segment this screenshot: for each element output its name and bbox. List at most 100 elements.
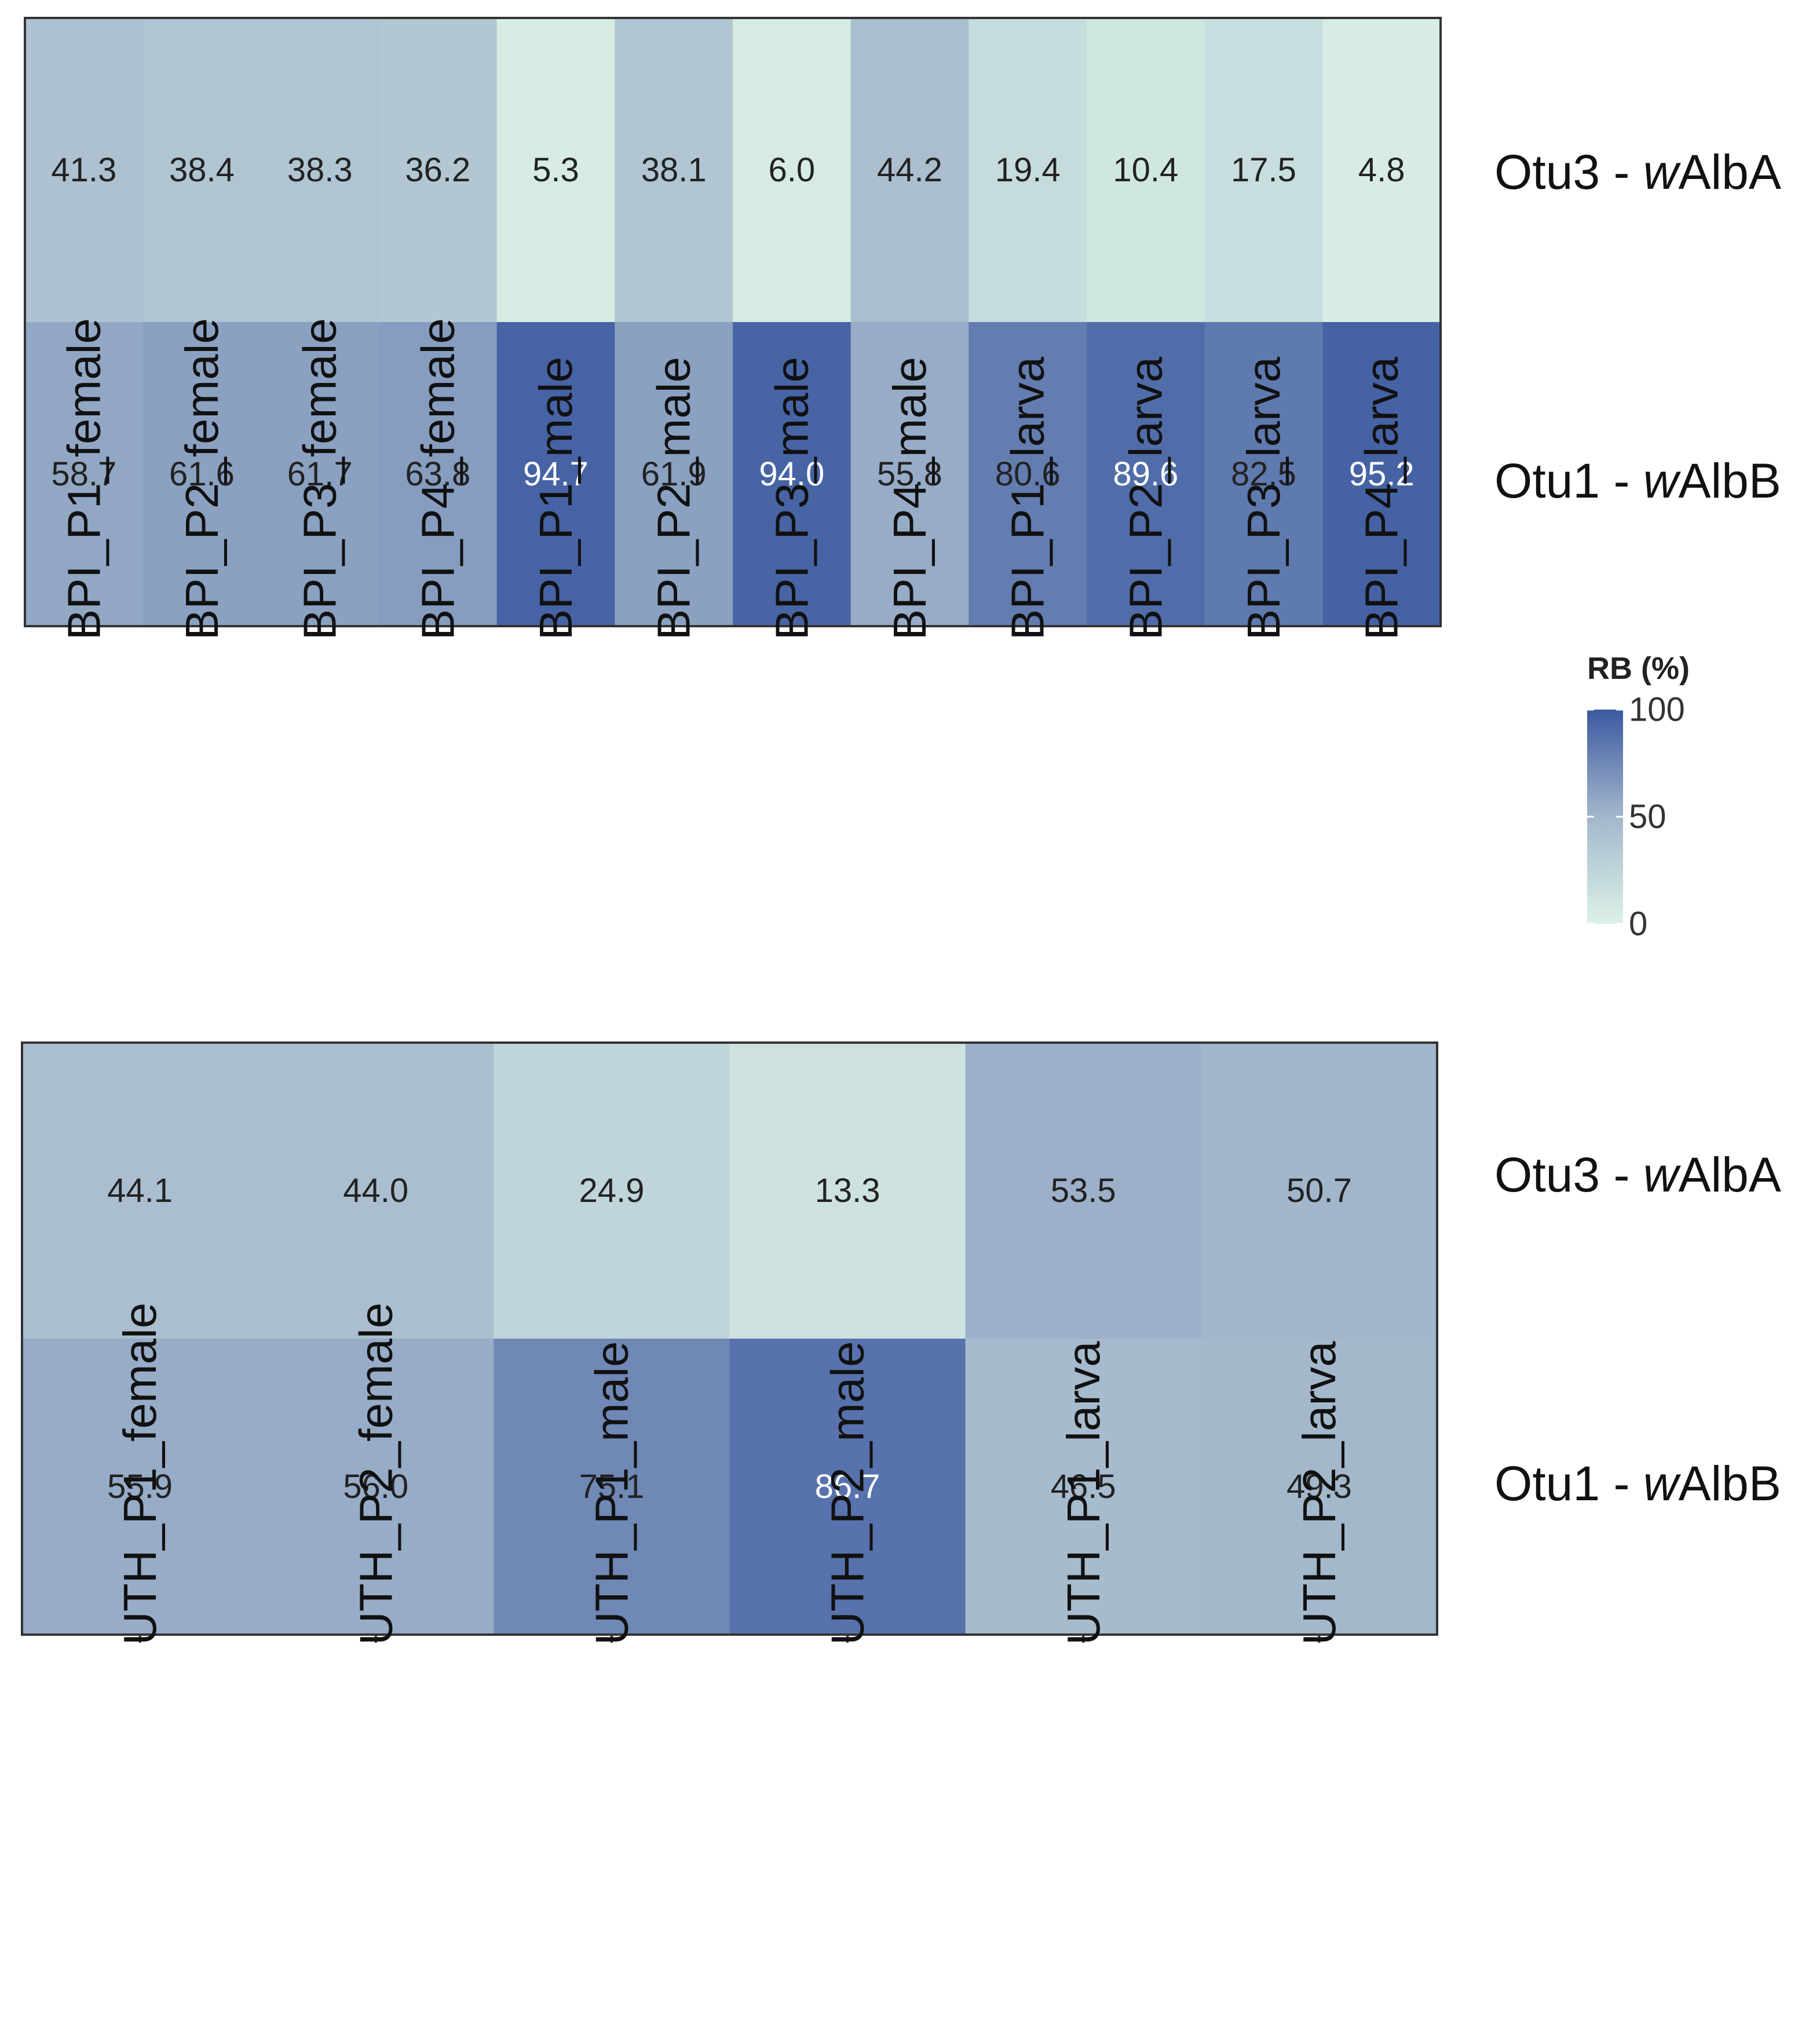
legend-title: RB (%) [1587,651,1690,686]
cell-value-label: 89.6 [1113,455,1178,493]
heatmap-cell [142,18,262,322]
heatmap-cell [379,322,498,626]
cell-value-label: 5.3 [532,151,579,189]
cell-value-label: 75.1 [579,1468,644,1505]
row-label: Otu3 - wAlbA [1494,145,1781,199]
column-label: BPI_P2_larva [1120,356,1171,640]
cell-value-label: 61.7 [287,455,353,493]
legend-tick-label: 50 [1629,798,1666,836]
heatmap-cell [850,322,970,626]
column-label: UTH_P1_male [586,1341,637,1645]
cell-value-label: 49.3 [1287,1468,1352,1505]
heatmap-cell [969,322,1087,626]
cell-value-label: 4.8 [1358,151,1405,189]
heatmap-cell [25,18,144,322]
heatmap-cell [1201,1339,1438,1635]
heatmap-cell [729,1339,966,1635]
column-label: UTH_P1_larva [1058,1341,1109,1645]
heatmap-cell [261,322,379,626]
heatmap-cell [733,18,851,322]
heatmap-cell [615,18,733,322]
heatmap-cell [494,1339,730,1635]
heatmap-cell [379,18,498,322]
cell-value-label: 56.0 [343,1468,408,1505]
heatmap-cell [1204,322,1324,626]
cell-value-label: 46.5 [1051,1468,1116,1505]
cell-value-label: 50.7 [1287,1172,1352,1209]
cell-value-label: 86.7 [815,1468,880,1505]
heatmap-cell [615,322,733,626]
cell-value-label: 13.3 [815,1172,880,1209]
cell-value-label: 44.2 [877,151,942,189]
cell-value-label: 61.6 [169,455,235,493]
heatmap-cell [850,18,970,322]
panel-border [21,1041,1438,1636]
heatmap-cell [1204,18,1324,322]
column-label: UTH_P2_larva [1293,1341,1345,1645]
cell-value-label: 44.1 [107,1172,173,1209]
color-legend: RB (%) 100 50 0 [1587,651,1690,943]
heatmap-cell [1087,18,1205,322]
cell-value-label: 55.8 [877,455,942,493]
cell-value-label: 36.2 [405,151,470,189]
cell-value-label: 53.5 [1051,1172,1116,1209]
column-label: BPI_P3_female [294,318,346,640]
cell-value-label: 6.0 [769,151,816,189]
heatmap-cell [729,1043,966,1339]
heatmap-cell [1087,322,1205,626]
panel-border [24,17,1442,627]
cell-value-label: 38.4 [169,151,235,189]
cell-value-label: 80.6 [995,455,1061,493]
heatmap-cell [494,1043,730,1339]
cell-value-label: 44.0 [343,1172,408,1209]
row-label: Otu1 - wAlbB [1494,454,1781,508]
column-label: UTH_P1_female [114,1303,166,1645]
heatmap-cell [1322,18,1441,322]
cell-value-label: 19.4 [995,151,1061,189]
column-label: BPI_P3_male [766,357,817,640]
column-label: BPI_P4_larva [1356,356,1408,640]
cell-value-label: 38.3 [287,151,353,189]
column-label: BPI_P2_female [176,318,228,640]
cell-value-label: 41.3 [51,151,116,189]
cell-value-label: 63.8 [405,455,470,493]
heatmap-cell [25,322,144,626]
cell-value-label: 94.0 [759,455,824,493]
cell-value-label: 58.7 [51,455,116,493]
row-label: Otu1 - wAlbB [1494,1456,1781,1511]
heatmap-cell [22,1043,258,1339]
heatmap-cell [969,18,1087,322]
cell-value-label: 17.5 [1231,151,1296,189]
legend-tick-label: 100 [1629,691,1685,729]
heatmap-cell [733,322,851,626]
column-label: UTH_P2_female [350,1303,401,1645]
heatmap-uth: 44.1 44.0 24.9 13.3 53.5 50.7 55.9 56.0 75.1 86.7… [21,1041,1781,1645]
cell-value-label: 61.9 [641,455,707,493]
column-label: BPI_P1_larva [1002,356,1054,640]
heatmap-cell [1322,322,1441,626]
cell-value-label: 38.1 [641,151,707,189]
column-label: BPI_P4_female [412,318,463,640]
heatmap-cell [1201,1043,1438,1339]
column-label: BPI_P4_male [884,357,935,640]
legend-tick-label: 0 [1629,905,1647,943]
column-label: BPI_P3_larva [1238,356,1289,640]
cell-value-label: 55.9 [107,1468,173,1505]
column-label: BPI_P1_female [58,318,109,640]
heatmap-cell [496,322,616,626]
heatmap-cell [142,322,262,626]
cell-value-label: 10.4 [1113,151,1178,189]
column-label: BPI_P1_male [530,357,582,640]
cell-value-label: 24.9 [579,1172,644,1209]
heatmap-bpi: 41.3 38.4 38.3 36.2 5.3 38.1 6.0 44.2 19.4 10.4 17… [24,17,1781,640]
cell-value-label: 95.2 [1349,455,1415,493]
heatmap-cell [22,1339,258,1635]
heatmap-cell [965,1339,1202,1635]
heatmap-cell [258,1339,495,1635]
column-label: BPI_P2_male [648,357,700,640]
heatmap-cell [261,18,379,322]
cell-value-label: 94.7 [523,455,589,493]
heatmap-cell [258,1043,495,1339]
